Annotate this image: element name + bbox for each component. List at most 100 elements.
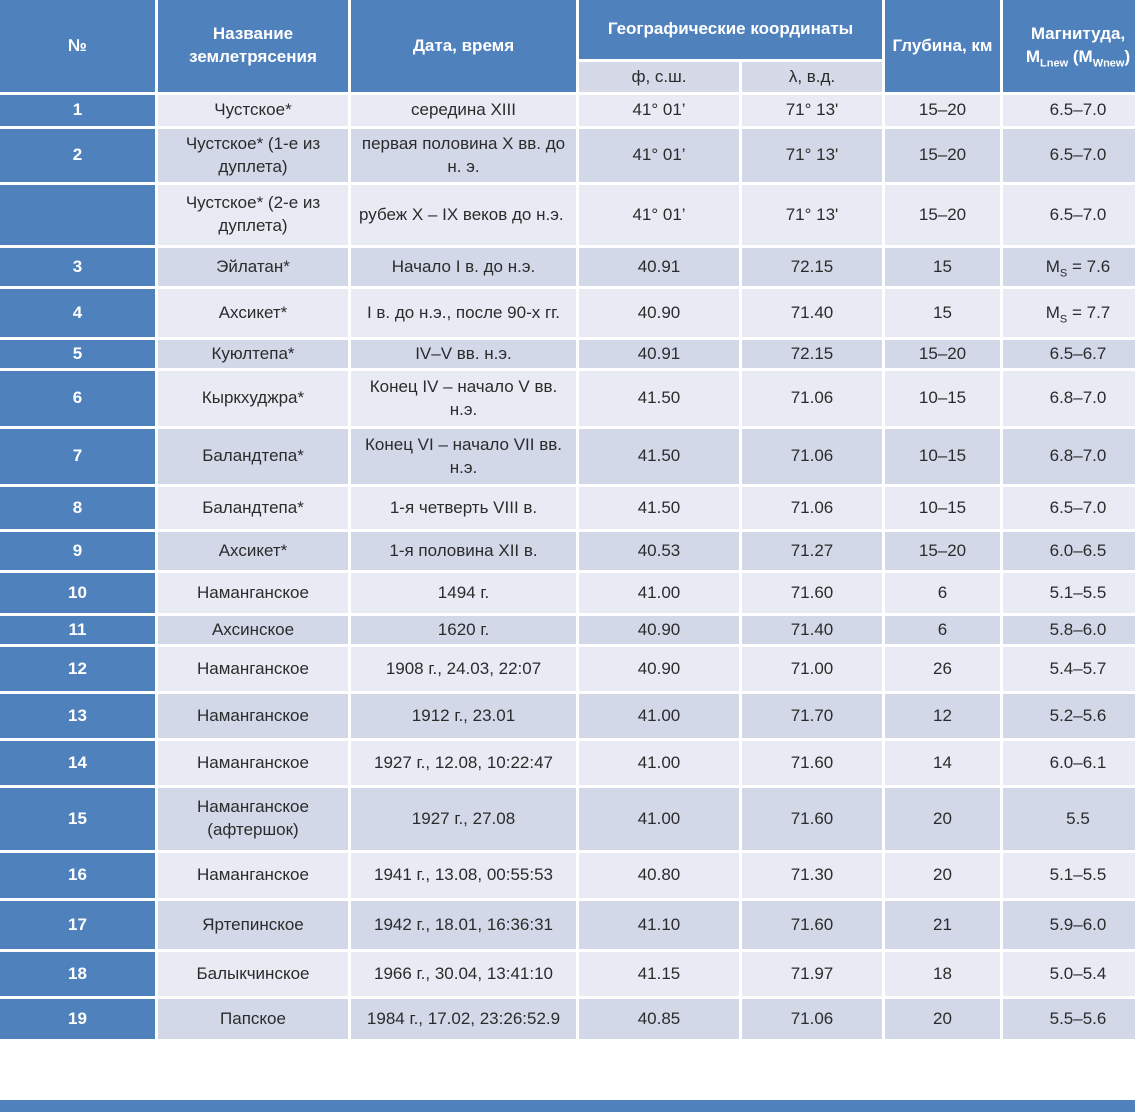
magnitude-cell: 5.9–6.0 xyxy=(1000,898,1135,952)
depth-cell: 10–15 xyxy=(882,426,1003,487)
row-number-cell: 16 xyxy=(0,850,158,901)
latitude-cell: 40.91 xyxy=(576,245,742,289)
table-row: 5 Куюлтепа* IV–V вв. н.э. 40.91 72.15 15–20 6.… xyxy=(0,337,1135,371)
row-number-cell: 4 xyxy=(0,286,158,340)
table-row: 3 Эйлатан* Начало I в. до н.э. 40.91 72.15 15… xyxy=(0,245,1135,289)
date-time-cell: Начало I в. до н.э. xyxy=(348,245,579,289)
depth-cell: 18 xyxy=(882,949,1003,999)
depth-cell: 12 xyxy=(882,691,1003,741)
table-row: 4 Ахсикет* I в. до н.э., после 90-х гг. 40.… xyxy=(0,286,1135,340)
depth-cell: 20 xyxy=(882,996,1003,1042)
latitude-cell: 41.10 xyxy=(576,898,742,952)
date-time-cell: середина XIII xyxy=(348,92,579,129)
table-row: 13 Наманганское 1912 г., 23.01 41.00 71.70 12… xyxy=(0,691,1135,741)
row-number-cell: 9 xyxy=(0,529,158,573)
row-number-cell: 10 xyxy=(0,570,158,616)
longitude-cell: 71.40 xyxy=(739,286,885,340)
row-number-cell: 18 xyxy=(0,949,158,999)
date-time-cell: IV–V вв. н.э. xyxy=(348,337,579,371)
row-number-cell: 1 xyxy=(0,92,158,129)
magnitude-cell: 5.1–5.5 xyxy=(1000,850,1135,901)
col-header-latitude: ф, с.ш. xyxy=(576,59,742,95)
magnitude-cell: MS = 7.6 xyxy=(1000,245,1135,289)
earthquake-name-cell: Наманганское xyxy=(155,691,351,741)
earthquake-name-cell: Куюлтепа* xyxy=(155,337,351,371)
longitude-cell: 71.60 xyxy=(739,570,885,616)
depth-cell: 20 xyxy=(882,785,1003,853)
col-header-depth: Глубина, км xyxy=(882,0,1003,95)
depth-cell: 10–15 xyxy=(882,368,1003,429)
date-time-cell: 1927 г., 12.08, 10:22:47 xyxy=(348,738,579,788)
table-row: 12 Наманганское 1908 г., 24.03, 22:07 40.90… xyxy=(0,644,1135,694)
date-time-cell: 1984 г., 17.02, 23:26:52.9 xyxy=(348,996,579,1042)
longitude-cell: 71.27 xyxy=(739,529,885,573)
longitude-cell: 71.70 xyxy=(739,691,885,741)
depth-cell: 10–15 xyxy=(882,484,1003,532)
magnitude-cell: MS = 7.7 xyxy=(1000,286,1135,340)
longitude-cell: 71.06 xyxy=(739,484,885,532)
header-row-2: ф, с.ш. λ, в.д. xyxy=(0,59,1135,95)
date-time-cell: первая половина X вв. до н. э. xyxy=(348,126,579,185)
earthquake-name-cell: Эйлатан* xyxy=(155,245,351,289)
latitude-cell: 41° 01’ xyxy=(576,182,742,248)
depth-cell: 15–20 xyxy=(882,182,1003,248)
magnitude-cell: 5.4–5.7 xyxy=(1000,644,1135,694)
earthquake-name-cell: Балыкчинское xyxy=(155,949,351,999)
row-number-cell: 11 xyxy=(0,613,158,647)
table-row: 14 Наманганское 1927 г., 12.08, 10:22:47 41… xyxy=(0,738,1135,788)
longitude-cell: 71.06 xyxy=(739,426,885,487)
date-time-cell: 1-я половина XII в. xyxy=(348,529,579,573)
magnitude-cell: 6.0–6.1 xyxy=(1000,738,1135,788)
magnitude-cell: 5.8–6.0 xyxy=(1000,613,1135,647)
table-row: 2 Чустское* (1-е из дуплета) первая полови… xyxy=(0,126,1135,185)
date-time-cell: Конец IV – начало V вв. н.э. xyxy=(348,368,579,429)
earthquake-name-cell: Наманганское xyxy=(155,850,351,901)
longitude-cell: 71.40 xyxy=(739,613,885,647)
latitude-cell: 41.00 xyxy=(576,785,742,853)
depth-cell: 15–20 xyxy=(882,92,1003,129)
col-header-magnitude: Магнитуда, MLnew (MWnew) xyxy=(1000,0,1135,95)
table-row: 11 Ахсинское 1620 г. 40.90 71.40 6 5.8–6.0 xyxy=(0,613,1135,647)
earthquake-name-cell: Чустское* xyxy=(155,92,351,129)
magnitude-cell: 6.8–7.0 xyxy=(1000,426,1135,487)
date-time-cell: рубеж X – IX веков до н.э. xyxy=(348,182,579,248)
latitude-cell: 41.00 xyxy=(576,691,742,741)
latitude-cell: 41° 01’ xyxy=(576,92,742,129)
earthquake-name-cell: Чустское* (1-е из дуплета) xyxy=(155,126,351,185)
depth-cell: 21 xyxy=(882,898,1003,952)
depth-cell: 6 xyxy=(882,613,1003,647)
longitude-cell: 71° 13' xyxy=(739,92,885,129)
longitude-cell: 71° 13' xyxy=(739,126,885,185)
latitude-cell: 41.50 xyxy=(576,368,742,429)
latitude-cell: 41.50 xyxy=(576,426,742,487)
depth-cell: 20 xyxy=(882,850,1003,901)
earthquake-name-cell: Наманганское (афтершок) xyxy=(155,785,351,853)
row-number-cell: 2 xyxy=(0,126,158,185)
latitude-cell: 40.90 xyxy=(576,286,742,340)
magnitude-cell: 6.5–7.0 xyxy=(1000,182,1135,248)
depth-cell: 15 xyxy=(882,286,1003,340)
magnitude-cell: 5.2–5.6 xyxy=(1000,691,1135,741)
date-time-cell: 1620 г. xyxy=(348,613,579,647)
table-row: 19 Папское 1984 г., 17.02, 23:26:52.9 40.85… xyxy=(0,996,1135,1042)
latitude-cell: 40.90 xyxy=(576,644,742,694)
table-row: 16 Наманганское 1941 г., 13.08, 00:55:53 40… xyxy=(0,850,1135,901)
depth-cell: 15–20 xyxy=(882,529,1003,573)
row-number-cell: 6 xyxy=(0,368,158,429)
latitude-cell: 40.85 xyxy=(576,996,742,1042)
date-time-cell: 1908 г., 24.03, 22:07 xyxy=(348,644,579,694)
longitude-cell: 71.00 xyxy=(739,644,885,694)
table-row: 7 Баландтепа* Конец VI – начало VII вв. н.… xyxy=(0,426,1135,487)
latitude-cell: 40.80 xyxy=(576,850,742,901)
table-row: Чустское* (2-е из дуплета) рубеж X – IX в… xyxy=(0,182,1135,248)
magnitude-cell: 6.8–7.0 xyxy=(1000,368,1135,429)
latitude-cell: 41.15 xyxy=(576,949,742,999)
longitude-cell: 71.06 xyxy=(739,368,885,429)
depth-cell: 14 xyxy=(882,738,1003,788)
longitude-cell: 72.15 xyxy=(739,337,885,371)
longitude-cell: 71.60 xyxy=(739,898,885,952)
magnitude-cell: 5.0–5.4 xyxy=(1000,949,1135,999)
date-time-cell: 1-я четверть VIII в. xyxy=(348,484,579,532)
row-number-cell: 5 xyxy=(0,337,158,371)
